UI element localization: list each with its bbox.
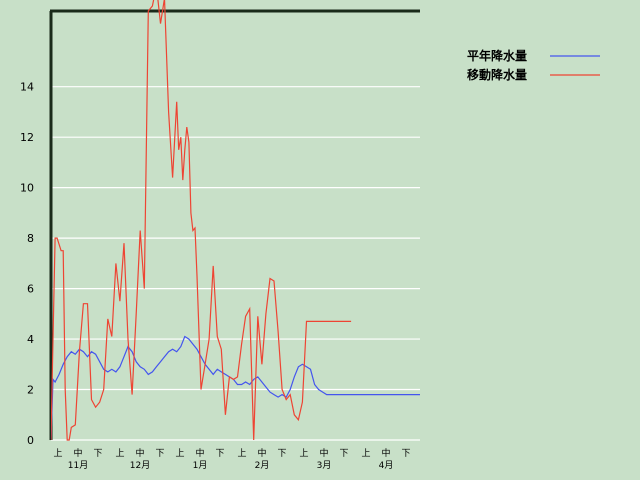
x-month-label: 2月 bbox=[255, 460, 270, 471]
x-sub-label: 上 bbox=[237, 448, 246, 459]
y-tick-label: 0 bbox=[27, 434, 34, 447]
x-sub-label: 中 bbox=[195, 447, 204, 459]
series-line-moving bbox=[51, 0, 352, 441]
x-sub-label: 下 bbox=[93, 449, 102, 459]
x-sub-label: 上 bbox=[299, 448, 308, 459]
legend: 平年降水量 移動降水量 bbox=[467, 48, 600, 82]
x-sub-label: 中 bbox=[73, 447, 82, 459]
x-sub-label: 下 bbox=[401, 449, 410, 459]
x-month-label: 1月 bbox=[193, 460, 208, 471]
y-tick-label: 8 bbox=[27, 232, 34, 245]
x-month-label: 12月 bbox=[130, 460, 150, 471]
legend-label-moving: 移動降水量 bbox=[467, 67, 527, 82]
x-sub-label: 中 bbox=[135, 447, 144, 459]
series-lines bbox=[51, 0, 420, 441]
x-sub-label: 上 bbox=[361, 448, 370, 459]
x-sub-label: 下 bbox=[277, 449, 286, 459]
x-month-label: 11月 bbox=[68, 460, 88, 471]
x-sub-label: 中 bbox=[257, 447, 266, 459]
x-axis-labels: 上中下上中下上中下上中下上中下上中下11月 12月 1月 2月 3月 4月 bbox=[53, 447, 410, 471]
x-sub-label: 中 bbox=[319, 447, 328, 459]
y-tick-label: 4 bbox=[27, 333, 34, 346]
y-axis-tick-labels: 0 2 4 6 8 10 12 14 bbox=[20, 81, 34, 447]
x-sub-label: 上 bbox=[53, 448, 62, 459]
x-sub-label: 下 bbox=[155, 449, 164, 459]
y-tick-label: 10 bbox=[20, 182, 34, 195]
x-sub-label: 上 bbox=[175, 448, 184, 459]
legend-label-normal: 平年降水量 bbox=[467, 48, 527, 63]
x-sub-label: 下 bbox=[215, 449, 224, 459]
x-sub-label: 中 bbox=[381, 447, 390, 459]
x-month-label: 4月 bbox=[379, 460, 394, 471]
x-month-label: 3月 bbox=[317, 460, 332, 471]
y-tick-label: 6 bbox=[27, 283, 34, 296]
plot-area bbox=[49, 0, 420, 441]
y-tick-label: 2 bbox=[27, 384, 34, 397]
y-tick-label: 12 bbox=[20, 131, 34, 144]
x-sub-label: 下 bbox=[339, 449, 348, 459]
grid-lines bbox=[51, 86, 420, 441]
x-sub-label: 上 bbox=[115, 448, 124, 459]
y-tick-label: 14 bbox=[20, 81, 34, 94]
